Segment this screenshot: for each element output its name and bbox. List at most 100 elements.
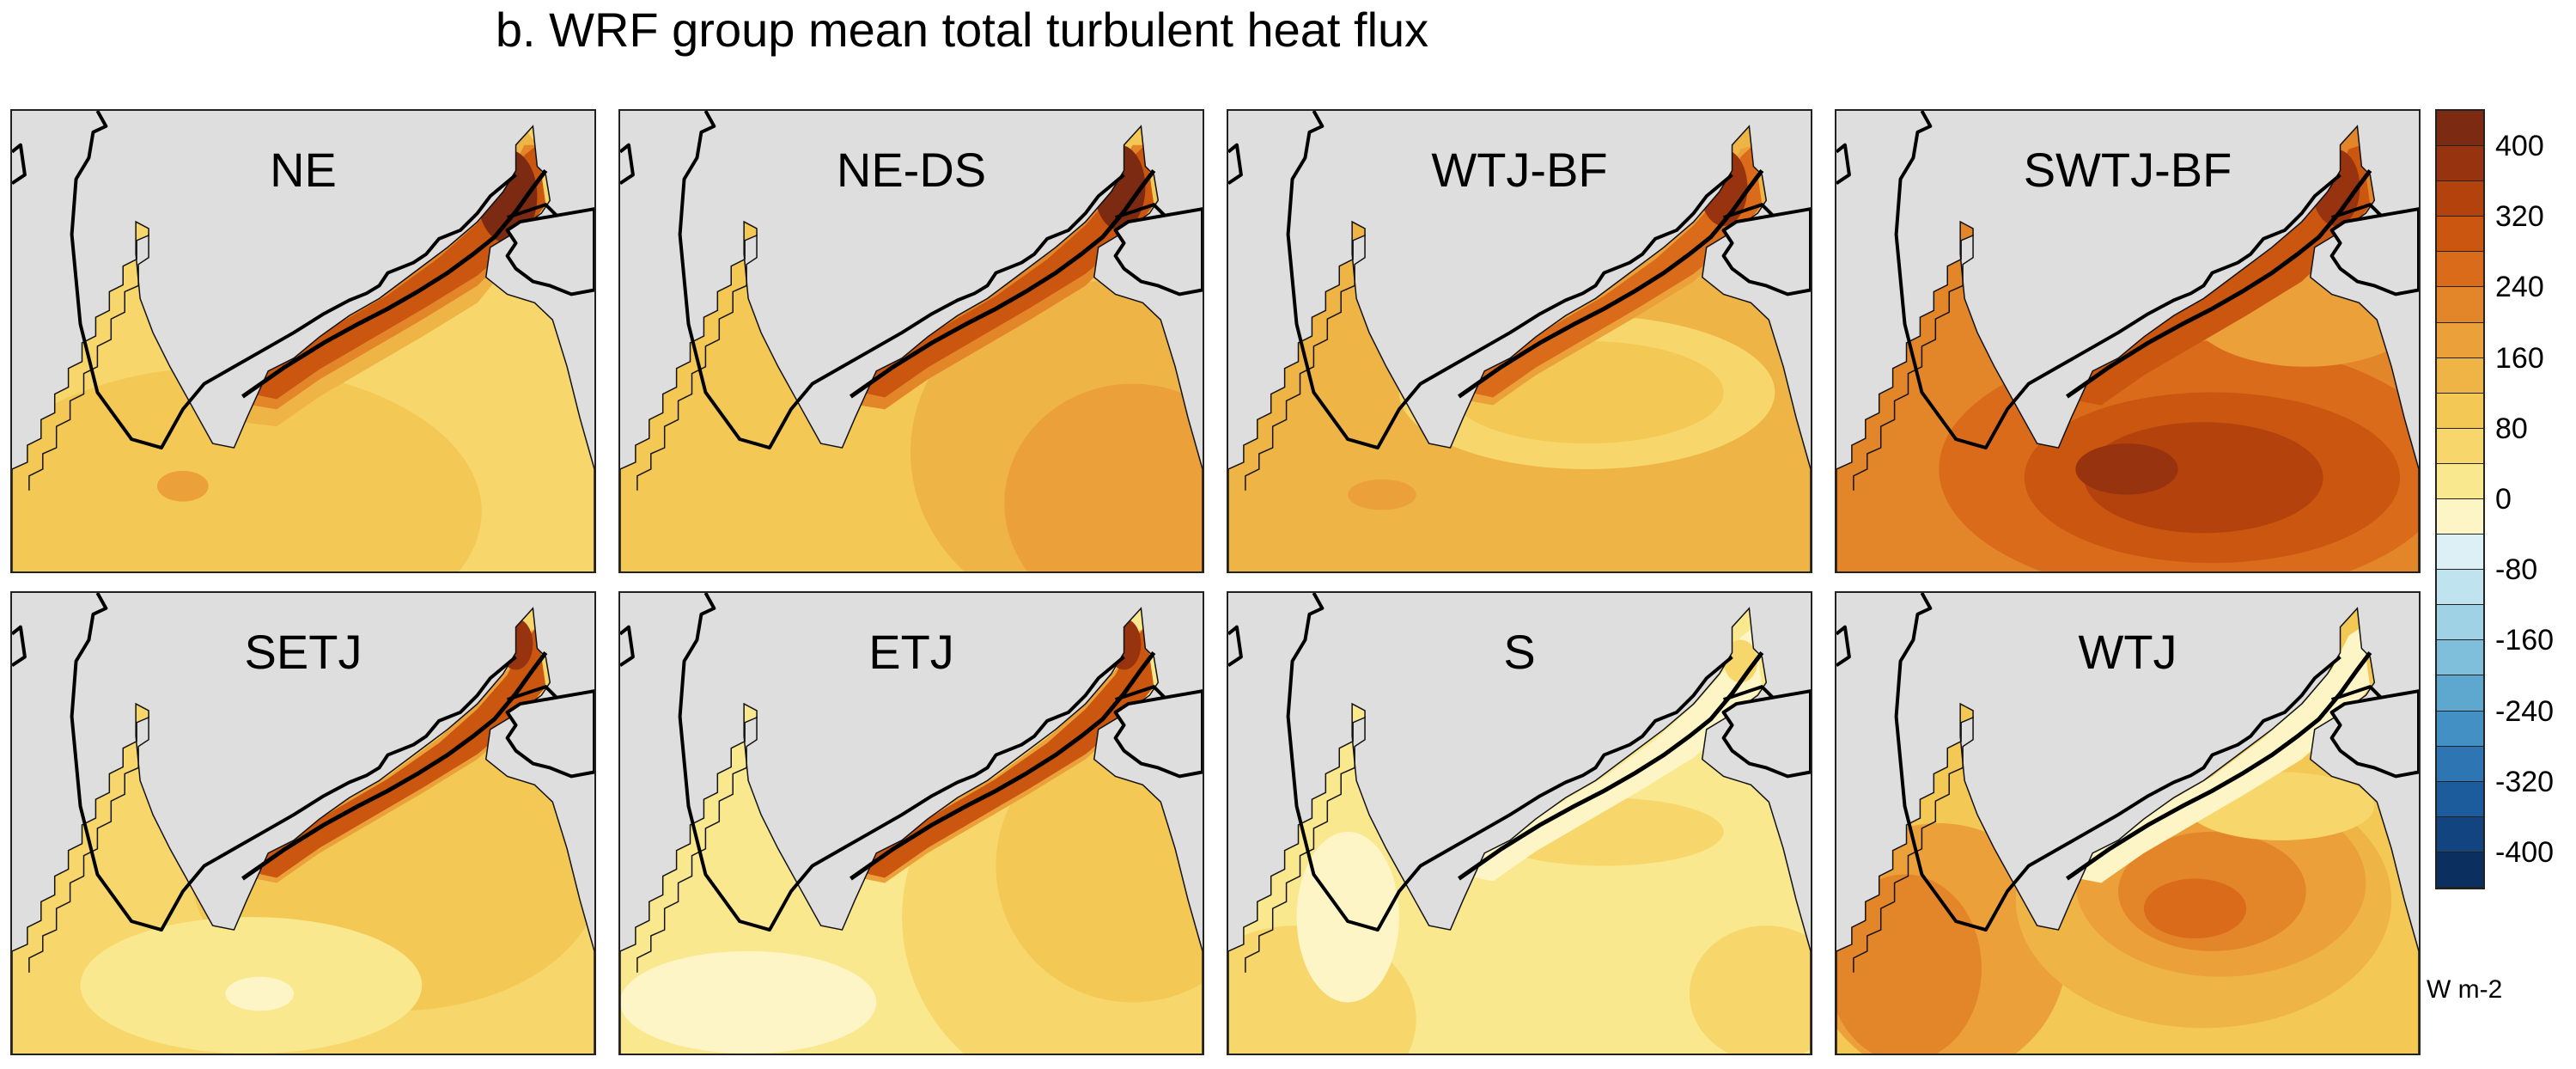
front-line [241, 168, 548, 399]
front-line [2065, 651, 2372, 881]
map-panel-ne-ds: NE-DS [618, 109, 1204, 573]
flux-contour [12, 366, 482, 571]
coastline [1286, 593, 1733, 932]
map-panel-wtj: WTJ [1835, 591, 2421, 1055]
colorbar-tick-label: -400 [2495, 835, 2555, 869]
coastline [1836, 143, 1851, 186]
coastline [620, 625, 635, 668]
colorbar-tick-label: -80 [2495, 553, 2538, 587]
map-panel-ne: NE [10, 109, 596, 573]
heat-flux-map [12, 593, 594, 1054]
coastline [2329, 689, 2419, 779]
coastline [1113, 207, 1203, 296]
coastline [1228, 143, 1243, 186]
flux-contour [2075, 443, 2178, 495]
flux-contour [1296, 831, 1399, 1003]
domain-edge [620, 125, 1203, 571]
colorbar-segment [2437, 499, 2483, 535]
flux-contour [2143, 878, 2247, 939]
coastline [678, 111, 1125, 450]
coastline [1894, 111, 2342, 450]
panel-label: S [1503, 625, 1536, 679]
colorbar-tick-label: 160 [2495, 341, 2544, 375]
colorbar-segment [2437, 146, 2483, 182]
coastline [12, 143, 27, 186]
colorbar-tick-label: -160 [2495, 624, 2555, 657]
colorbar-segment [2437, 322, 2483, 358]
colorbar-segment [2437, 181, 2483, 217]
domain-edge [12, 125, 594, 571]
colorbar-segment [2437, 463, 2483, 499]
heat-flux-map [12, 111, 594, 571]
colorbar-segment [2437, 428, 2483, 464]
coastline [1721, 689, 1811, 779]
colorbar-segment [2437, 357, 2483, 394]
front-line [849, 651, 1156, 881]
coastline [505, 689, 594, 779]
flux-contour [620, 950, 877, 1054]
front-line [241, 651, 548, 881]
heat-flux-map [620, 111, 1203, 571]
coastline [1286, 111, 1733, 450]
panel-label: ETJ [868, 625, 954, 679]
colorbar-tick-label: 240 [2495, 271, 2544, 304]
colorbar-segment [2437, 640, 2483, 676]
colorbar-segment [2437, 781, 2483, 817]
flux-contour [157, 470, 209, 502]
domain-edge [1836, 125, 2419, 571]
panel-label: NE-DS [836, 143, 987, 197]
colorbar-tick-label: -320 [2495, 765, 2555, 798]
colorbar-segment [2437, 217, 2483, 253]
coastline [2329, 207, 2419, 296]
colorbar-tick-label: 80 [2495, 412, 2528, 445]
flux-contour [1348, 479, 1416, 510]
map-panel-wtj-bf: WTJ-BF [1227, 109, 1812, 573]
panel-label: SETJ [244, 625, 362, 679]
coastline [70, 593, 517, 932]
coastline [505, 207, 594, 296]
colorbar-segment [2437, 711, 2483, 747]
colorbar-segment [2437, 816, 2483, 852]
colorbar-units: W m-2 [2427, 975, 2503, 1004]
flux-contour [1836, 874, 1982, 1054]
map-panel-swtj-bf: SWTJ-BF [1835, 109, 2421, 573]
coastline [1836, 625, 1851, 668]
domain-edge [1228, 607, 1811, 1054]
panel-label: SWTJ-BF [2023, 143, 2232, 197]
front-line [1457, 651, 1764, 881]
heat-flux-map [1228, 593, 1811, 1054]
heat-flux-map [1836, 111, 2419, 571]
panel-label: WTJ-BF [1431, 143, 1608, 197]
map-panel-etj: ETJ [618, 591, 1204, 1055]
front-line [2065, 168, 2372, 399]
colorbar-segment [2437, 287, 2483, 323]
colorbar-segment [2437, 570, 2483, 606]
panel-label: WTJ [2078, 625, 2177, 679]
colorbar-segment [2437, 252, 2483, 288]
domain-edge [1836, 607, 2419, 1054]
coastline [1113, 689, 1203, 779]
colorbar-segment [2437, 852, 2483, 888]
colorbar-tick-label: 320 [2495, 200, 2544, 234]
map-panel-s: S [1227, 591, 1812, 1055]
coastline [12, 625, 27, 668]
figure-title: b. WRF group mean total turbulent heat f… [495, 3, 1429, 57]
front-line [1457, 168, 1764, 399]
coastline [1894, 593, 2342, 932]
front-line [849, 168, 1156, 399]
colorbar [2435, 109, 2485, 889]
heat-flux-map [1228, 111, 1811, 571]
flux-contour [225, 976, 295, 1011]
coastline [1228, 625, 1243, 668]
coastline [620, 143, 635, 186]
colorbar-tick-label: 400 [2495, 130, 2544, 163]
domain-edge [620, 607, 1203, 1054]
colorbar-segment [2437, 746, 2483, 782]
heat-flux-map [620, 593, 1203, 1054]
map-panel-setj: SETJ [10, 591, 596, 1055]
colorbar-tick-label: 0 [2495, 483, 2512, 516]
heat-flux-map [1836, 593, 2419, 1054]
flux-contour [1689, 925, 1811, 1054]
colorbar-segment [2437, 393, 2483, 429]
colorbar-segment [2437, 111, 2483, 147]
